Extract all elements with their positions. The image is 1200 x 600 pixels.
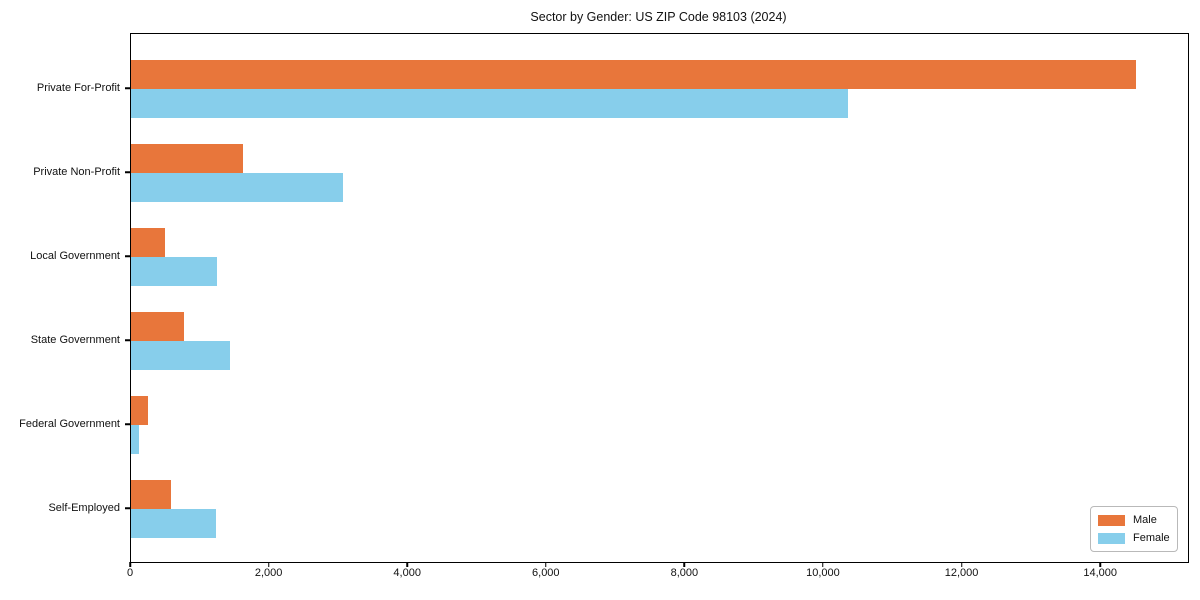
x-tick-mark	[129, 562, 131, 567]
y-tick-label: Self-Employed	[48, 502, 120, 514]
x-tick-label: 2,000	[254, 567, 283, 579]
x-tick-label: 0	[126, 567, 134, 579]
legend-label: Female	[1133, 531, 1170, 544]
y-tick-label: Private Non-Profit	[33, 166, 120, 178]
y-tick-label: Local Government	[30, 250, 120, 262]
x-tick-label: 12,000	[944, 567, 979, 579]
x-tick-mark	[267, 562, 270, 567]
x-tick-mark	[406, 562, 408, 567]
bar-male-4	[131, 396, 148, 425]
legend-swatch-icon	[1098, 514, 1125, 526]
legend: Male Female	[1090, 506, 1178, 552]
x-tick-label: 8,000	[670, 567, 699, 579]
y-tick-mark	[125, 423, 130, 425]
y-tick-label: State Government	[30, 334, 120, 346]
x-tick-mark	[1099, 562, 1101, 567]
bar-female-4	[131, 425, 140, 454]
x-tick-mark	[683, 562, 686, 567]
legend-entry-male: Male	[1098, 513, 1170, 527]
legend-entry-female: Female	[1098, 531, 1170, 545]
bar-female-1	[131, 173, 344, 202]
bar-male-0	[131, 60, 1136, 89]
x-tick-label: 4,000	[393, 567, 421, 579]
legend-swatch-icon	[1098, 532, 1125, 544]
y-tick-mark	[125, 171, 130, 173]
y-tick-mark	[125, 507, 130, 509]
plot-area	[130, 33, 1189, 563]
bar-male-5	[131, 480, 172, 509]
x-tick-label: 10,000	[806, 567, 840, 579]
x-tick-mark	[822, 562, 824, 567]
bar-male-2	[131, 228, 165, 257]
bar-male-3	[131, 312, 185, 341]
y-tick-mark	[125, 339, 130, 341]
bar-female-5	[131, 509, 217, 538]
y-tick-label: Private For-Profit	[36, 82, 120, 94]
bar-female-0	[131, 89, 849, 118]
x-tick-label: 6,000	[532, 567, 560, 579]
x-tick-label: 14,000	[1083, 567, 1117, 579]
y-tick-mark	[125, 255, 130, 257]
y-tick-mark	[125, 87, 130, 89]
bar-female-2	[131, 257, 217, 286]
x-tick-mark	[545, 562, 547, 567]
legend-label: Male	[1133, 513, 1157, 526]
y-tick-label: Federal Government	[19, 418, 120, 430]
x-tick-mark	[960, 562, 963, 567]
chart-title: Sector by Gender: US ZIP Code 98103 (202…	[530, 10, 787, 24]
bar-male-1	[131, 144, 244, 173]
bar-female-3	[131, 341, 231, 370]
